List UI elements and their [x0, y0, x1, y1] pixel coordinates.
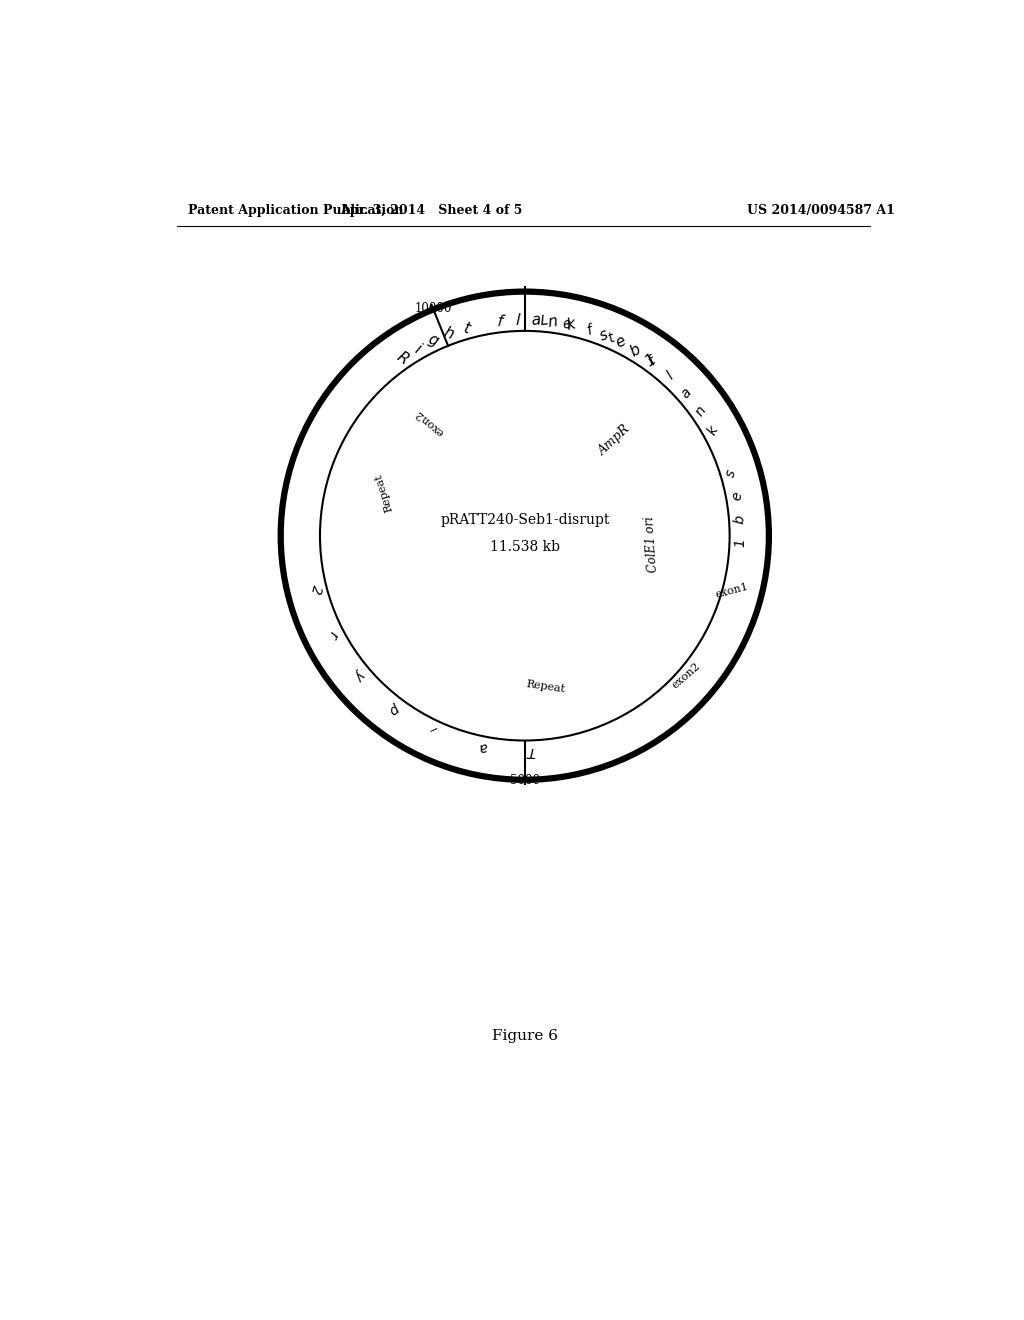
- Text: T: T: [526, 744, 536, 758]
- Text: n: n: [547, 314, 559, 330]
- Text: pRATT240-Seb1-disrupt: pRATT240-Seb1-disrupt: [440, 513, 609, 527]
- Text: Figure 6: Figure 6: [492, 1030, 558, 1043]
- Text: n: n: [692, 404, 709, 418]
- Text: 10000: 10000: [415, 302, 452, 315]
- Text: 1: 1: [733, 539, 748, 548]
- Text: r: r: [326, 628, 341, 640]
- Text: ColE1 ori: ColE1 ori: [643, 516, 660, 573]
- Text: f: f: [585, 322, 594, 338]
- Text: R: R: [393, 350, 411, 367]
- Text: h: h: [441, 325, 456, 343]
- Text: s: s: [598, 327, 610, 343]
- Text: g: g: [425, 331, 440, 350]
- Text: exon2: exon2: [414, 408, 445, 437]
- Text: a: a: [530, 313, 541, 329]
- Text: 5000: 5000: [510, 774, 540, 787]
- Text: f: f: [646, 354, 658, 368]
- Text: e: e: [612, 334, 628, 351]
- Text: exon1: exon1: [714, 582, 750, 601]
- Text: f: f: [497, 314, 504, 329]
- Text: 11.538 kb: 11.538 kb: [489, 540, 560, 554]
- Text: e: e: [561, 317, 572, 331]
- Text: Apr. 3, 2014   Sheet 4 of 5: Apr. 3, 2014 Sheet 4 of 5: [340, 205, 522, 218]
- Text: AmpR: AmpR: [596, 422, 633, 458]
- Text: t: t: [606, 331, 616, 346]
- Text: k: k: [564, 317, 577, 333]
- Text: k: k: [706, 424, 721, 438]
- Text: e: e: [729, 491, 744, 502]
- Text: 2: 2: [308, 583, 324, 595]
- Text: Patent Application Publication: Patent Application Publication: [188, 205, 403, 218]
- Text: L: L: [540, 314, 549, 329]
- Text: l: l: [664, 370, 676, 383]
- Text: b: b: [732, 515, 748, 524]
- Text: b: b: [628, 342, 644, 360]
- Text: Repeat: Repeat: [373, 473, 394, 513]
- Text: s: s: [724, 469, 739, 479]
- Text: exon2: exon2: [671, 661, 702, 690]
- Text: y: y: [352, 667, 368, 682]
- Text: i: i: [412, 342, 423, 356]
- Text: 1: 1: [642, 351, 658, 370]
- Text: a: a: [678, 385, 694, 401]
- Text: _: _: [430, 725, 442, 741]
- Text: p: p: [387, 700, 402, 717]
- Text: Repeat: Repeat: [525, 678, 566, 694]
- Text: a: a: [477, 739, 488, 755]
- Text: l: l: [515, 313, 520, 327]
- Text: t: t: [461, 321, 471, 337]
- Text: US 2014/0094587 A1: US 2014/0094587 A1: [746, 205, 894, 218]
